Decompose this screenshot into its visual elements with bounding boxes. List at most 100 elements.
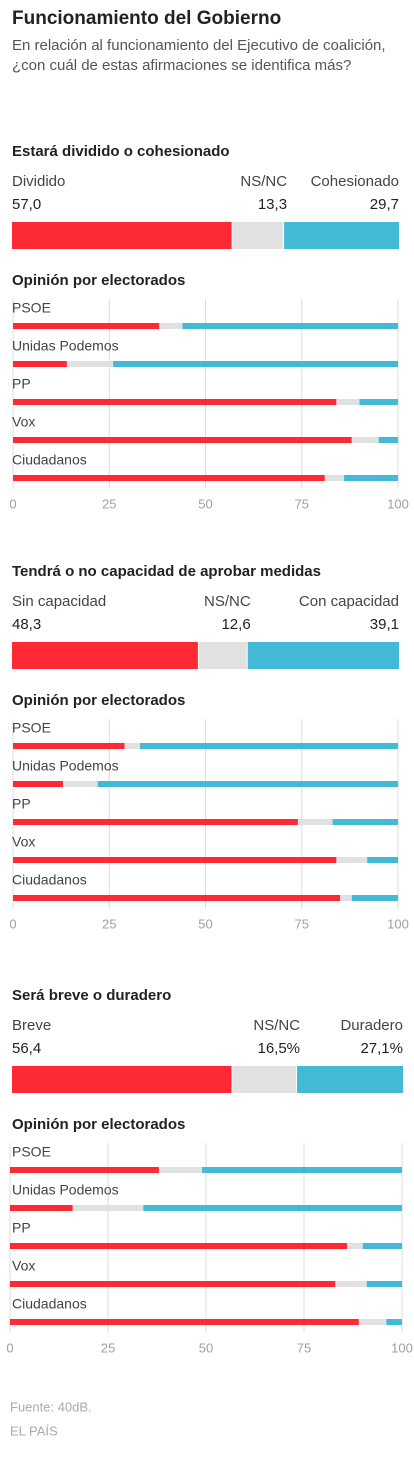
summary-bar bbox=[198, 642, 247, 669]
legend-label: Duradero bbox=[340, 1017, 403, 1034]
bar-segment bbox=[351, 437, 379, 443]
category-label: Ciudadanos bbox=[12, 872, 87, 888]
bar-segment bbox=[97, 781, 398, 787]
summary-bar bbox=[232, 1066, 297, 1093]
x-tick-label: 100 bbox=[387, 496, 409, 511]
value-label: 13,3 bbox=[258, 196, 287, 213]
bar-segment bbox=[366, 1281, 402, 1287]
category-label: Vox bbox=[12, 834, 35, 850]
x-tick-label: 25 bbox=[101, 1340, 115, 1355]
bar-segment bbox=[13, 399, 337, 405]
bar-segment bbox=[13, 819, 298, 825]
title: Funcionamiento del Gobierno bbox=[12, 8, 282, 29]
value-label: 57,0 bbox=[12, 196, 41, 213]
bar-segment bbox=[358, 1319, 387, 1325]
legend-label: Cohesionado bbox=[311, 173, 399, 190]
bar-segment bbox=[336, 857, 368, 863]
bar-segment bbox=[367, 857, 398, 863]
bar-segment bbox=[124, 743, 141, 749]
x-tick-label: 25 bbox=[102, 916, 116, 931]
x-tick-label: 50 bbox=[198, 496, 212, 511]
x-tick-label: 25 bbox=[102, 496, 116, 511]
subchart-title: Opinión por electorados bbox=[12, 1116, 185, 1133]
summary-bar bbox=[297, 1066, 403, 1093]
summary-bar bbox=[232, 222, 284, 249]
bar-segment bbox=[351, 895, 398, 901]
value-label: 27,1% bbox=[360, 1040, 403, 1057]
category-label: Vox bbox=[12, 1258, 35, 1274]
bar-segment bbox=[335, 1281, 367, 1287]
summary-bar bbox=[12, 1066, 232, 1093]
bar-segment bbox=[72, 1205, 144, 1211]
bar-segment bbox=[140, 743, 399, 749]
legend-label: Breve bbox=[12, 1017, 51, 1034]
bar-segment bbox=[332, 819, 398, 825]
bar-segment bbox=[10, 1243, 348, 1249]
source: Fuente: 40dB. bbox=[10, 1399, 92, 1414]
bar-segment bbox=[159, 323, 183, 329]
bar-segment bbox=[340, 895, 352, 901]
bar-segment bbox=[359, 399, 398, 405]
value-label: 12,6 bbox=[221, 616, 250, 633]
category-label: PP bbox=[12, 376, 31, 392]
category-label: PSOE bbox=[12, 1144, 51, 1160]
bar-segment bbox=[13, 437, 352, 443]
header: Funcionamiento del Gobierno En relación … bbox=[12, 8, 404, 76]
bar-segment bbox=[202, 1167, 402, 1173]
bar-segment bbox=[344, 475, 398, 481]
bar-segment bbox=[143, 1205, 402, 1211]
bar-segment bbox=[13, 323, 160, 329]
bar-segment bbox=[13, 361, 67, 367]
x-tick-label: 75 bbox=[295, 916, 309, 931]
category-label: PP bbox=[12, 796, 31, 812]
bar-segment bbox=[13, 743, 125, 749]
value-label: 56,4 bbox=[12, 1040, 41, 1057]
subchart-title: Opinión por electorados bbox=[12, 692, 185, 709]
subchart-title: Opinión por electorados bbox=[12, 272, 185, 289]
bar-segment bbox=[10, 1167, 159, 1173]
section-title: Tendrá o no capacidad de aprobar medidas bbox=[12, 563, 321, 580]
subtitle: En relación al funcionamiento del Ejecut… bbox=[12, 37, 386, 74]
category-label: PSOE bbox=[12, 720, 51, 736]
summary-bar bbox=[284, 222, 399, 249]
value-label: 29,7 bbox=[370, 196, 399, 213]
category-label: PSOE bbox=[12, 300, 51, 316]
bar-segment bbox=[66, 361, 114, 367]
legend-label: NS/NC bbox=[253, 1017, 300, 1034]
bar-segment bbox=[324, 475, 345, 481]
bar-segment bbox=[113, 361, 398, 367]
value-label: 48,3 bbox=[12, 616, 41, 633]
summary-bar bbox=[12, 222, 232, 249]
legend-label: NS/NC bbox=[240, 173, 287, 190]
category-label: Unidas Podemos bbox=[12, 1182, 119, 1198]
bar-segment bbox=[13, 857, 337, 863]
bar-segment bbox=[63, 781, 98, 787]
x-tick-label: 0 bbox=[6, 1340, 13, 1355]
bar-segment bbox=[362, 1243, 402, 1249]
summary-bar bbox=[247, 642, 399, 669]
credit: EL PAÍS bbox=[10, 1423, 58, 1438]
x-tick-label: 75 bbox=[295, 496, 309, 511]
category-label: Unidas Podemos bbox=[12, 338, 119, 354]
legend-label: NS/NC bbox=[204, 593, 251, 610]
summary-bar bbox=[12, 642, 198, 669]
category-label: PP bbox=[12, 1220, 31, 1236]
bar-segment bbox=[182, 323, 398, 329]
legend-label: Con capacidad bbox=[299, 593, 399, 610]
x-tick-label: 50 bbox=[198, 916, 212, 931]
value-label: 39,1 bbox=[370, 616, 399, 633]
bar-segment bbox=[10, 1319, 359, 1325]
bar-segment bbox=[13, 475, 325, 481]
bar-segment bbox=[378, 437, 398, 443]
section-title: Será breve o duradero bbox=[12, 987, 171, 1004]
x-tick-label: 100 bbox=[387, 916, 409, 931]
category-label: Unidas Podemos bbox=[12, 758, 119, 774]
x-tick-label: 0 bbox=[9, 916, 16, 931]
bar-segment bbox=[10, 1281, 336, 1287]
category-label: Ciudadanos bbox=[12, 1296, 87, 1312]
section-title: Estará dividido o cohesionado bbox=[12, 143, 230, 160]
x-tick-label: 75 bbox=[297, 1340, 311, 1355]
bar-segment bbox=[158, 1167, 203, 1173]
